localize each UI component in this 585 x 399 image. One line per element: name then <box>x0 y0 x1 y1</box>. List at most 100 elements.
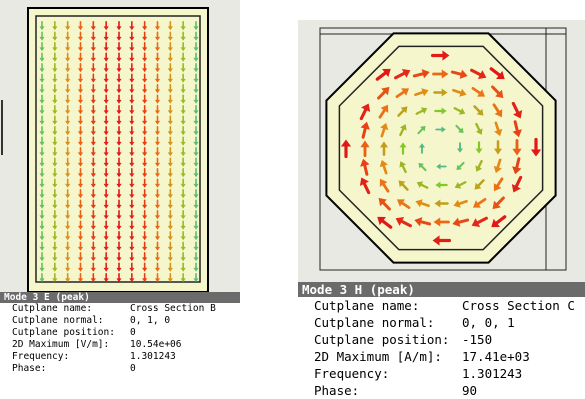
field-vector-arrow <box>416 181 429 189</box>
property-row: Cutplane name: Cross Section B <box>0 303 240 315</box>
field-vector-arrow <box>65 220 71 230</box>
field-vector-arrow <box>491 215 507 228</box>
field-vector-arrow <box>52 251 58 262</box>
field-vector-arrow <box>129 73 135 83</box>
field-vector-arrow <box>473 105 484 116</box>
property-value: 0 <box>130 327 136 338</box>
field-vector-arrow <box>398 180 409 191</box>
field-vector-arrow <box>493 140 503 155</box>
field-vector-arrow <box>154 146 161 157</box>
property-value: 90 <box>462 383 478 398</box>
field-vector-arrow <box>65 104 71 115</box>
field-vector-arrow <box>77 104 84 115</box>
field-vector-arrow <box>435 126 446 133</box>
field-vector-arrow <box>180 83 186 94</box>
field-vector-arrow <box>65 241 71 251</box>
field-vector-arrow <box>142 188 148 199</box>
field-vector-arrow <box>116 136 122 146</box>
field-vector-arrow <box>193 31 199 41</box>
field-vector-arrow <box>142 125 148 136</box>
field-vector-arrow <box>511 101 523 119</box>
field-vector-arrow <box>167 136 173 146</box>
field-vector-arrow <box>377 216 393 229</box>
field-vector-arrow <box>129 104 135 115</box>
field-vector-arrow <box>116 209 122 220</box>
field-vector-arrow <box>39 73 45 83</box>
field-vector-arrow <box>116 272 122 283</box>
field-vector-arrow <box>395 216 412 228</box>
property-value: 1.301243 <box>462 366 523 381</box>
field-vector-arrow <box>142 62 148 73</box>
field-vector-arrow <box>129 146 135 157</box>
field-vector-arrow <box>65 262 71 272</box>
field-vector-arrow <box>52 272 58 283</box>
edge-marker <box>1 100 3 155</box>
field-vector-arrow <box>129 157 135 167</box>
field-vector-arrow <box>193 220 199 230</box>
field-vector-arrow <box>52 209 58 220</box>
field-vector-arrow <box>193 125 199 136</box>
e-field-properties: Cutplane name: Cross Section B Cutplane n… <box>0 303 240 375</box>
field-vector-arrow <box>103 73 109 83</box>
field-vector-arrow <box>116 188 122 199</box>
field-vector-arrow <box>435 181 448 189</box>
field-vector-arrow <box>434 107 447 115</box>
field-vector-arrow <box>142 20 148 31</box>
field-vector-arrow <box>90 62 96 73</box>
field-vector-arrow <box>90 41 96 52</box>
field-vector-arrow <box>77 230 84 241</box>
field-vector-arrow <box>52 104 58 115</box>
field-vector-arrow <box>193 272 199 283</box>
field-vector-arrow <box>193 136 199 146</box>
field-vector-arrow <box>39 83 45 94</box>
field-vector-arrow <box>142 209 148 220</box>
field-vector-arrow <box>180 73 186 83</box>
field-vector-arrow <box>65 199 71 209</box>
field-vector-arrow <box>103 188 109 199</box>
field-vector-arrow <box>193 146 199 157</box>
field-vector-arrow <box>103 52 109 62</box>
field-vector-arrow <box>154 62 161 73</box>
field-vector-arrow <box>77 125 84 136</box>
property-row: Cutplane normal: 0, 1, 0 <box>0 315 240 327</box>
field-vector-arrow <box>180 146 186 157</box>
field-vector-arrow <box>116 178 122 188</box>
field-vector-arrow <box>415 107 428 115</box>
field-vector-arrow <box>77 41 84 52</box>
field-vector-arrow <box>418 162 427 172</box>
field-vector-arrow <box>154 199 161 209</box>
field-vector-arrow <box>167 73 173 83</box>
field-vector-arrow <box>65 251 71 262</box>
field-vector-arrow <box>116 230 122 241</box>
field-vector-arrow <box>379 159 388 175</box>
field-vector-arrow <box>129 167 135 178</box>
field-vector-arrow <box>167 62 173 73</box>
field-vector-arrow <box>414 217 432 227</box>
field-vector-arrow <box>90 94 96 104</box>
field-vector-arrow <box>116 83 122 94</box>
field-vector-arrow <box>103 230 109 241</box>
property-label: Cutplane normal: <box>314 315 435 330</box>
field-vector-arrow <box>103 115 109 125</box>
field-vector-arrow <box>129 272 135 283</box>
field-vector-arrow <box>154 220 161 230</box>
field-vector-arrow <box>142 115 148 125</box>
field-vector-arrow <box>180 241 186 251</box>
field-vector-arrow <box>492 196 505 210</box>
field-vector-arrow <box>116 52 122 62</box>
field-vector-arrow <box>39 94 45 104</box>
field-vector-arrow <box>90 230 96 241</box>
field-vector-arrow <box>77 262 84 272</box>
field-vector-arrow <box>39 251 45 262</box>
field-vector-arrow <box>65 31 71 41</box>
field-vector-arrow <box>180 167 186 178</box>
property-value: Cross Section C <box>462 298 575 313</box>
field-vector-arrow <box>39 157 45 167</box>
field-vector-arrow <box>154 52 161 62</box>
field-vector-arrow <box>116 104 122 115</box>
field-vector-arrow <box>193 157 199 167</box>
field-vector-arrow <box>116 125 122 136</box>
field-vector-arrow <box>180 125 186 136</box>
field-vector-arrow <box>180 157 186 167</box>
field-vector-arrow <box>167 31 173 41</box>
